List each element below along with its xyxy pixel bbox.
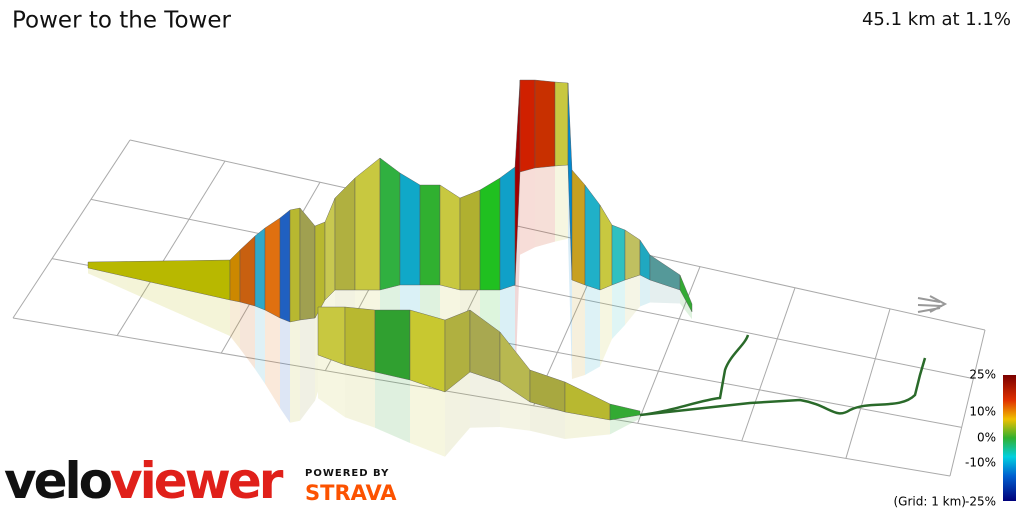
wall-strip [324,197,336,301]
reflection-strip [530,402,565,439]
gradient-scale [1003,375,1016,501]
scale-label: 0% [977,431,996,445]
route-line [639,334,927,417]
wall-strip [354,157,381,291]
wall-strip [344,306,376,373]
reflection-strip [375,372,410,443]
wall-strip [611,224,626,286]
wall-strip [289,207,301,323]
reflection-strip [680,290,692,320]
logo: veloviewer [4,452,284,510]
reflection-strip [500,382,530,431]
wall-strip [624,229,641,281]
grid-line [637,266,701,424]
grid-line [741,287,796,442]
wall-strip [554,81,569,167]
wall-strip [264,217,281,319]
grid-line [949,329,986,477]
summary: 45.1 km at 1.1% [862,9,1011,30]
wall-strip [399,172,421,286]
grid-line [12,317,951,477]
wall-strip [279,209,291,323]
wall-strip [609,403,641,421]
wall-strip [534,79,556,169]
reflection-strip [535,166,555,248]
grid-line [845,308,891,459]
reflection-strip [230,300,240,349]
reflection-strip [568,165,572,379]
logo-part: velo [4,452,112,510]
north-icon [917,295,948,313]
wall-strip [379,157,401,291]
scale-label: -25% [965,495,996,509]
scale-label: -10% [965,456,996,470]
reflection-strip [470,372,500,428]
grid-line [116,160,226,336]
reflection-strip [640,275,650,307]
reflection-strip [445,372,470,457]
wall-strip [229,249,241,303]
reflection-strip [520,168,535,255]
wall-strip [459,189,481,291]
wall-strip [599,204,613,291]
wall-strip [439,184,461,291]
title: Power to the Tower [12,8,231,34]
reflection-strip [318,355,345,418]
scale-label: 10% [969,405,996,419]
reflection-strip [612,280,625,339]
wall-strip [519,79,536,173]
wall-strip [317,306,346,366]
reflection-strip [255,306,265,384]
wall-strip [584,184,601,291]
reflection-strip [565,412,610,439]
reflection-strip [300,318,315,421]
reflection-strip [345,365,375,428]
reflection-strip [610,415,640,435]
reflection-strip [555,165,568,242]
wall-strip [254,227,266,311]
reflection-strip [265,310,280,408]
reflection-strip [515,172,520,392]
grid-line [129,139,986,331]
wall-strip [299,207,316,321]
grid-line [90,198,974,380]
wall-strip [419,184,441,286]
wall-strip [374,309,411,381]
reflection-strip [290,320,300,423]
reflection-strip [280,318,290,423]
reflection-strip [88,268,230,336]
scale-label: 25% [969,368,996,382]
wall-strip [409,309,446,393]
wall-strip [499,166,516,291]
reflection-strip [600,285,612,367]
grid-line [12,139,131,319]
wall-strip [571,169,586,286]
reflection-strip [240,302,255,369]
grid-note: (Grid: 1 km) [894,495,967,509]
logo-part: viewer [110,452,284,510]
wall-strip [239,235,256,307]
wall-strip [334,177,356,291]
reflection-strip [572,280,585,379]
reflection-strip [410,380,445,457]
partner-logo: STRAVA [305,481,397,505]
elevation-wall [87,79,693,421]
reflection-strip [585,285,600,375]
reflection-strip [650,280,680,304]
wall-strip [679,274,693,313]
wall-strip [479,177,501,291]
powered-by: POWERED BY [305,468,389,479]
reflection-strip [625,275,640,325]
wall-strip [639,239,651,281]
